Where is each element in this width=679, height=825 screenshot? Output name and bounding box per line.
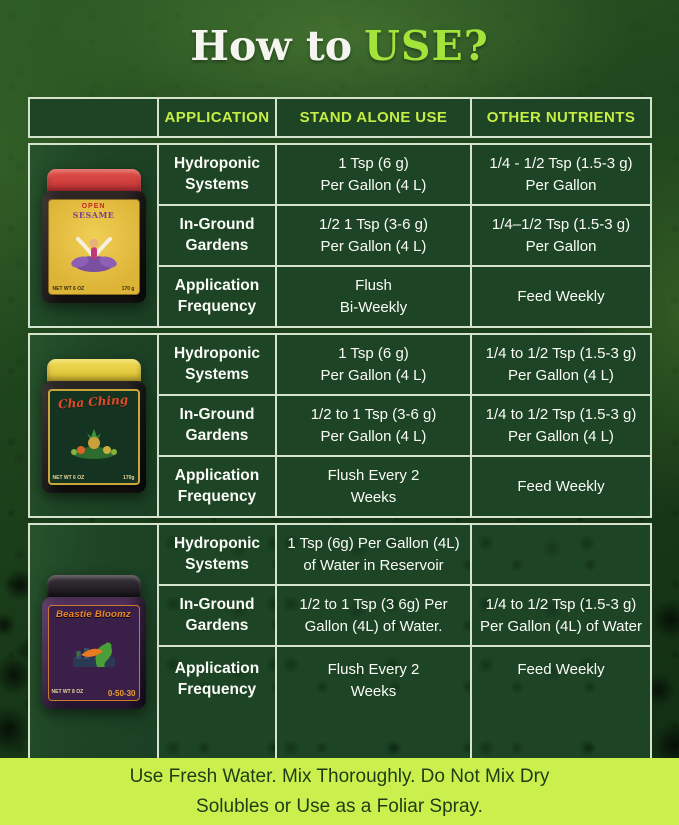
- cell-stand-alone: Flush Every 2 Weeks: [327, 661, 420, 700]
- cell-stand-alone: 1 Tsp (6 g) Per Gallon (4 L): [320, 344, 427, 384]
- product-image-cha-ching: Cha Ching: [41, 358, 146, 493]
- row-label-in-ground: In-Ground Gardens: [179, 595, 255, 634]
- jar-lid: [46, 358, 141, 383]
- jar-label-title: Beastie Bloomz: [56, 608, 131, 620]
- row-label-hydroponic: Hydroponic Systems: [173, 344, 261, 383]
- jar-body: Cha Ching: [41, 380, 146, 493]
- product-cell-cha-ching: Cha Ching: [30, 335, 157, 516]
- footer-note: Use Fresh Water. Mix Thoroughly. Do Not …: [129, 766, 550, 817]
- cell-stand-alone: 1/2 1 Tsp (3-6 g) Per Gallon (4 L): [319, 215, 428, 255]
- column-header-stand-alone-use: STAND ALONE USE: [277, 99, 470, 136]
- row-label-hydroponic: Hydroponic Systems: [173, 534, 261, 573]
- product-image-open-sesame: OPEN SESAME: [41, 168, 146, 303]
- jar-label: Beastie Bloomz: [47, 604, 140, 701]
- row-label-frequency: Application Frequency: [174, 276, 260, 315]
- jar-label-top-text: OPEN: [81, 202, 106, 210]
- row-label-frequency: Application Frequency: [174, 466, 260, 505]
- jar-label-title: SESAME: [72, 209, 115, 220]
- gram-weight-text: 170 g: [121, 285, 135, 292]
- row-label-frequency: Application Frequency: [174, 660, 260, 698]
- jar-label: OPEN SESAME: [47, 198, 140, 295]
- fairy-flower-icon: [68, 220, 120, 286]
- jar-label-weight-row: NET WT 8 OZ 0-50-30: [52, 689, 136, 698]
- cell-stand-alone: Flush Every 2 Weeks: [327, 466, 420, 506]
- jar-label: Cha Ching: [47, 388, 140, 485]
- row-label-in-ground: In-Ground Gardens: [179, 405, 255, 444]
- table-header-row: APPLICATION STAND ALONE USE OTHER NUTRIE…: [28, 97, 652, 138]
- page-title: How to USE?: [0, 22, 679, 70]
- cell-other-nutrients: 1/4–1/2 Tsp (1.5-3 g) Per Gallon: [491, 215, 631, 255]
- cell-stand-alone: Flush Bi-Weekly: [339, 276, 408, 316]
- cell-other-nutrients: Feed Weekly: [517, 287, 605, 305]
- net-weight-text: NET WT 6 OZ: [52, 474, 85, 481]
- product-cell-open-sesame: OPEN SESAME: [30, 145, 157, 326]
- cell-stand-alone: 1/2 to 1 Tsp (3-6 g) Per Gallon (4 L): [310, 405, 437, 445]
- cell-other-nutrients: 1/4 - 1/2 Tsp (1.5-3 g) Per Gallon: [489, 154, 633, 194]
- jar-body: OPEN SESAME: [41, 190, 146, 303]
- cell-other-nutrients: Feed Weekly: [517, 477, 605, 495]
- footer-banner: Use Fresh Water. Mix Thoroughly. Do Not …: [0, 758, 679, 825]
- cell-other-nutrients: 1/4 to 1/2 Tsp (1.5-3 g) Per Gallon (4 L…: [485, 344, 637, 384]
- section-beastie-bloomz: Beastie Bloomz: [28, 523, 652, 758]
- cell-other-nutrients: Feed Weekly: [517, 661, 605, 678]
- net-weight-text: NET WT 8 OZ: [51, 688, 84, 695]
- jungle-art-icon: [67, 409, 121, 475]
- jar-label-weight-row: NET WT 6 OZ 170g: [53, 475, 135, 481]
- section-cha-ching: Cha Ching: [28, 333, 652, 518]
- row-label-hydroponic: Hydroponic Systems: [173, 154, 261, 193]
- npk-ratio-text: 0-50-30: [107, 688, 136, 698]
- table-corner-cell: [30, 99, 157, 136]
- dino-pepper-icon: [67, 620, 121, 689]
- page-title-prefix: How to: [190, 22, 353, 70]
- section-open-sesame: OPEN SESAME: [28, 143, 652, 328]
- cell-stand-alone: 1 Tsp (6 g) Per Gallon (4 L): [320, 154, 427, 194]
- column-header-other-nutrients: OTHER NUTRIENTS: [472, 99, 650, 136]
- product-image-beastie-bloomz: Beastie Bloomz: [41, 574, 146, 709]
- row-label-in-ground: In-Ground Gardens: [179, 215, 255, 254]
- jar-lid: [46, 574, 141, 599]
- page-title-highlight: USE?: [364, 22, 489, 70]
- cell-stand-alone: 1 Tsp (6g) Per Gallon (4L) of Water in R…: [287, 534, 460, 574]
- jar-lid: [46, 168, 141, 193]
- cell-stand-alone: 1/2 to 1 Tsp (3 6g) Per Gallon (4L) of W…: [299, 595, 448, 635]
- column-header-application: APPLICATION: [159, 99, 275, 136]
- product-cell-beastie-bloomz: Beastie Bloomz: [30, 525, 157, 758]
- jar-body: Beastie Bloomz: [41, 596, 146, 709]
- cell-other-nutrients: 1/4 to 1/2 Tsp (1.5-3 g) Per Gallon (4 L…: [485, 405, 637, 445]
- gram-weight-text: 170g: [123, 474, 135, 481]
- net-weight-text: NET WT 6 OZ: [52, 285, 85, 292]
- jar-label-weight-row: NET WT 6 OZ 170 g: [53, 286, 135, 292]
- usage-table: APPLICATION STAND ALONE USE OTHER NUTRIE…: [28, 97, 652, 758]
- cell-other-nutrients: 1/4 to 1/2 Tsp (1.5-3 g) Per Gallon (4L)…: [479, 595, 642, 635]
